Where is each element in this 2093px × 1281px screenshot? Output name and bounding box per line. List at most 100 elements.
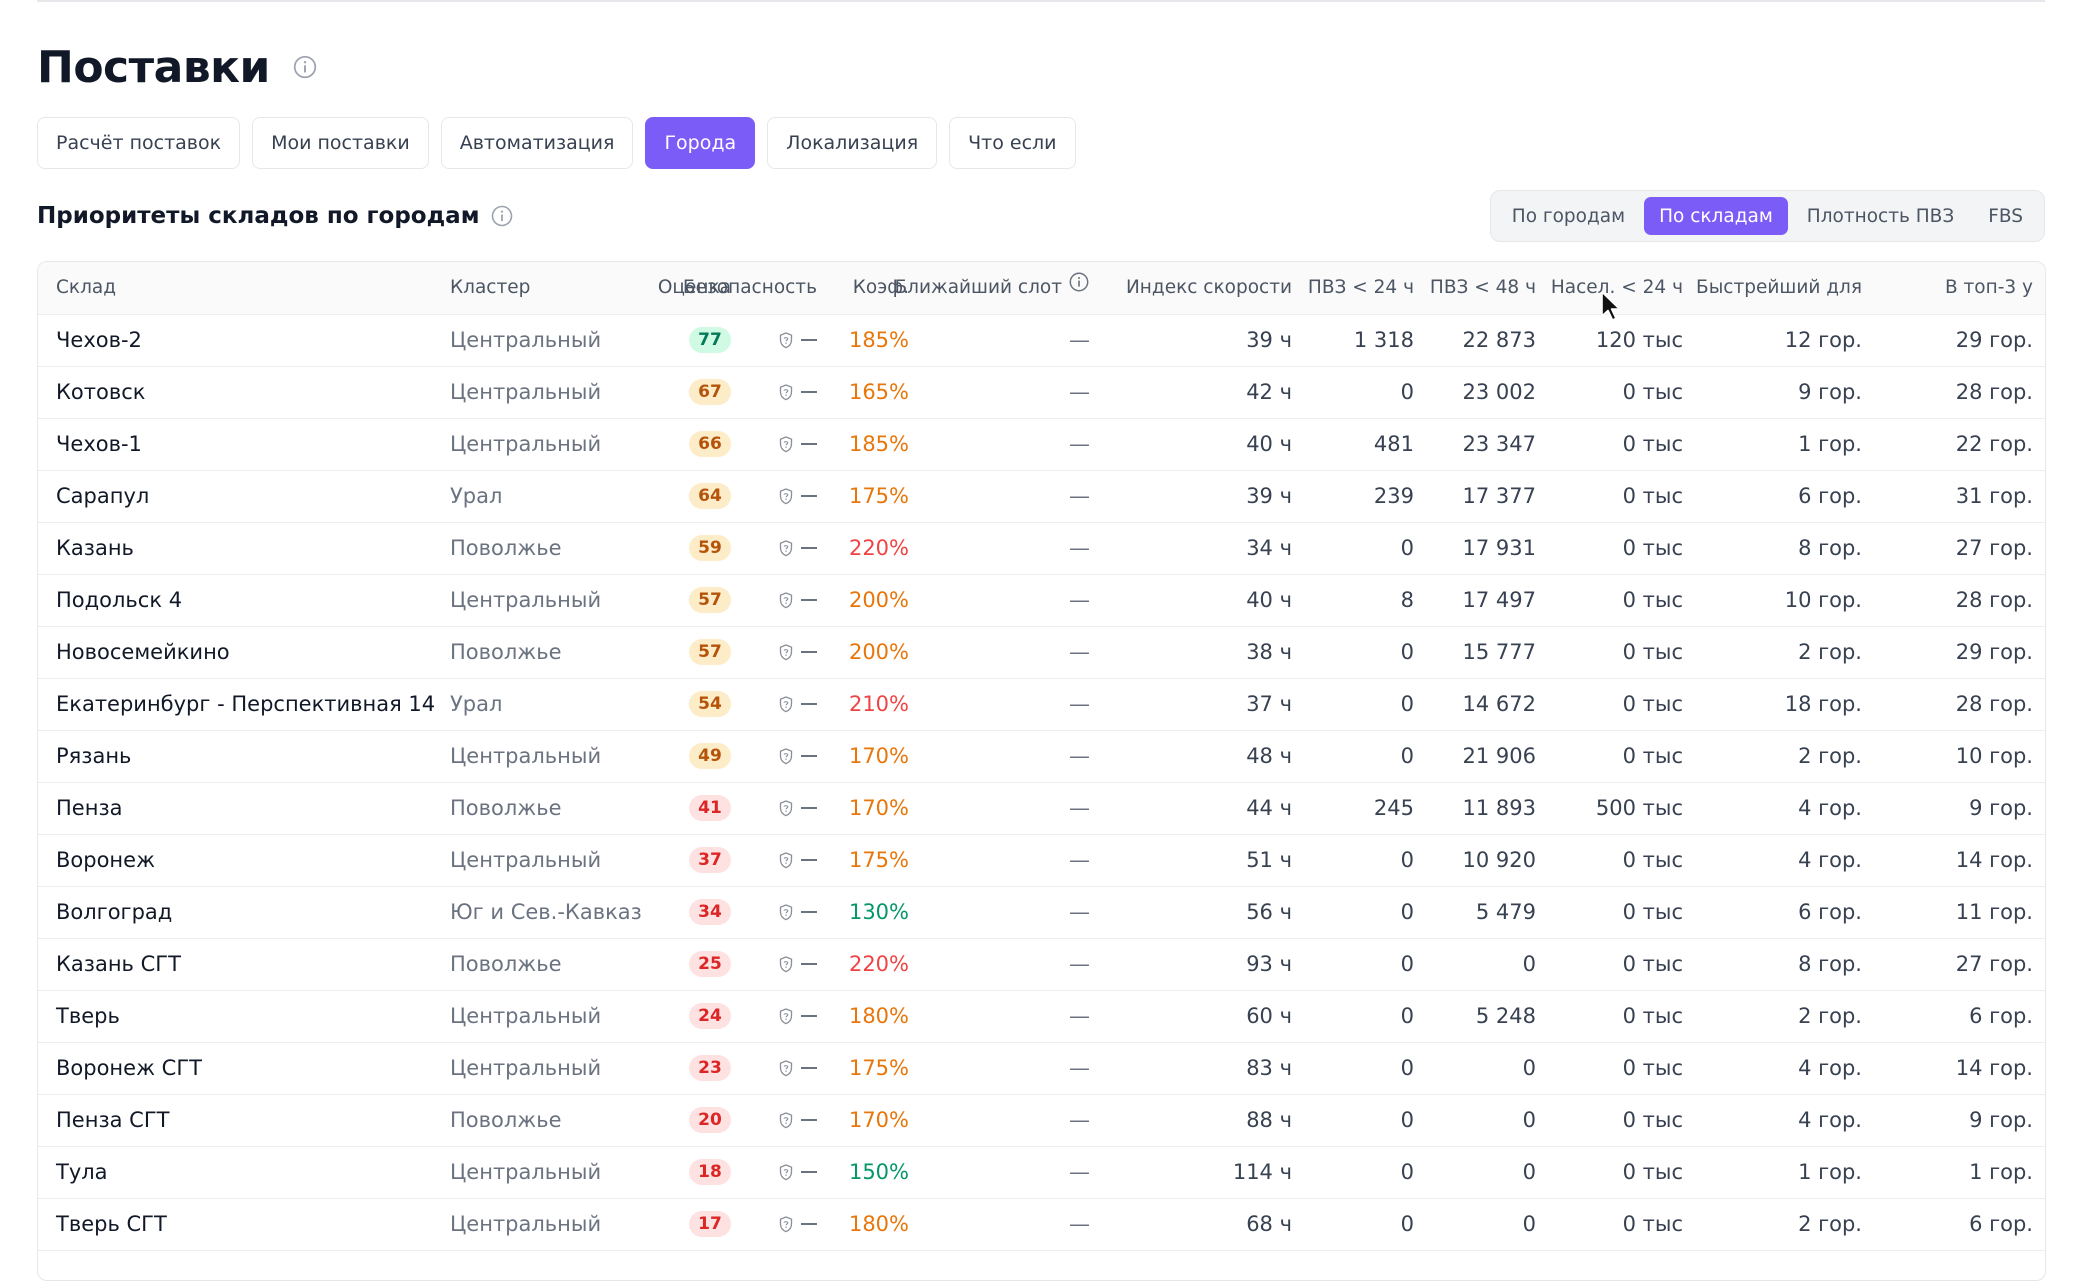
shield-icon <box>779 799 793 817</box>
cell-slot: — <box>1069 1160 1090 1184</box>
cell-pvz24: 0 <box>1400 640 1414 664</box>
cell-slot: — <box>1069 380 1090 404</box>
score-badge: 41 <box>689 795 731 821</box>
table-row[interactable]: Котовск Центральный 67 165% — 42 ч 0 23 002 0 ты… <box>38 366 2045 419</box>
cell-pop24: 0 тыс <box>1622 848 1683 872</box>
security-value-dash <box>801 391 817 393</box>
view-option-3[interactable]: FBS <box>1988 205 2023 227</box>
score-badge: 67 <box>689 379 731 405</box>
cell-top3: 6 гор. <box>1969 1212 2033 1236</box>
cell-coef: 170% <box>848 744 909 768</box>
table-row[interactable]: Чехов-2 Центральный 77 185% — 39 ч 1 318 22 873… <box>38 314 2045 367</box>
table-row[interactable]: Рязань Центральный 49 170% — 48 ч 0 21 906 0 тыс… <box>38 730 2045 783</box>
cell-pop24: 0 тыс <box>1622 900 1683 924</box>
cell-slot: — <box>1069 692 1090 716</box>
cell-pvz24: 245 <box>1373 796 1414 820</box>
tab-5[interactable]: Что если <box>949 117 1076 169</box>
table-row[interactable]: Волгоград Юг и Сев.-Кавказ 34 130% — 56 ч 0 5 4… <box>38 886 2045 939</box>
info-icon[interactable] <box>1068 262 1090 314</box>
tab-2[interactable]: Автоматизация <box>440 117 634 169</box>
security-cell <box>779 418 817 470</box>
info-icon[interactable] <box>292 54 318 80</box>
cell-fastest: 8 гор. <box>1798 536 1862 560</box>
cell-warehouse: Новосемейкино <box>56 640 230 664</box>
table-row[interactable]: Екатеринбург - Перспективная 14 Урал 54 210… <box>38 678 2045 731</box>
table-row[interactable]: Новосемейкино Поволжье 57 200% — 38 ч 0 15 777 0… <box>38 626 2045 679</box>
security-value-dash <box>801 703 817 705</box>
table-row[interactable]: Воронеж Центральный 37 175% — 51 ч 0 10 920 0 ты… <box>38 834 2045 887</box>
cell-pop24: 0 тыс <box>1622 744 1683 768</box>
cell-warehouse: Пенза СГТ <box>56 1108 170 1132</box>
view-option-1[interactable]: По складам <box>1644 197 1788 235</box>
shield-icon <box>779 539 793 557</box>
cell-pvz24: 0 <box>1400 1004 1414 1028</box>
score-badge: 59 <box>689 535 731 561</box>
cell-top3: 28 гор. <box>1955 380 2033 404</box>
column-header-top3[interactable]: В топ-3 у <box>1944 277 2033 298</box>
table-row[interactable]: Тверь СГТ Центральный 17 180% — 68 ч 0 0 0 тыс 2 … <box>38 1198 2045 1251</box>
cell-fastest: 4 гор. <box>1798 848 1862 872</box>
cell-slot: — <box>1069 900 1090 924</box>
security-value-dash <box>801 443 817 445</box>
security-cell <box>779 834 817 886</box>
cell-fastest: 4 гор. <box>1798 1108 1862 1132</box>
column-header-pop24[interactable]: Насел. < 24 ч <box>1550 277 1683 298</box>
table-row[interactable]: Сарапул Урал 64 175% — 39 ч 239 17 377 0 тыс 6 го… <box>38 470 2045 523</box>
cell-slot: — <box>1069 744 1090 768</box>
cell-slot: — <box>1069 1212 1090 1236</box>
title-row: Поставки <box>37 36 318 98</box>
table-row[interactable]: Пенза Поволжье 41 170% — 44 ч 245 11 893 500 тыс… <box>38 782 2045 835</box>
tab-4[interactable]: Локализация <box>767 117 938 169</box>
cell-pop24: 0 тыс <box>1622 484 1683 508</box>
cell-coef: 180% <box>848 1212 909 1236</box>
column-header-speed[interactable]: Индекс скорости <box>1125 277 1292 298</box>
score-badge: 18 <box>689 1159 731 1185</box>
view-option-0[interactable]: По городам <box>1511 205 1626 227</box>
tab-1[interactable]: Мои поставки <box>252 117 429 169</box>
cell-pvz24: 0 <box>1400 692 1414 716</box>
cell-speed: 42 ч <box>1246 380 1292 404</box>
cell-coef: 130% <box>848 900 909 924</box>
cell-pop24: 0 тыс <box>1622 1108 1683 1132</box>
table-row[interactable]: Казань СГТ Поволжье 25 220% — 93 ч 0 0 0 тыс 8 го… <box>38 938 2045 991</box>
column-header-score[interactable]: Оценка <box>657 277 731 298</box>
security-cell <box>779 314 817 366</box>
cell-warehouse: Чехов-1 <box>56 432 142 456</box>
table-row[interactable]: Чехов-1 Центральный 66 185% — 40 ч 481 23 347 0 … <box>38 418 2045 471</box>
security-value-dash <box>801 1171 817 1173</box>
cell-pvz48: 15 777 <box>1462 640 1536 664</box>
security-value-dash <box>801 599 817 601</box>
column-header-pvz48[interactable]: ПВЗ < 48 ч <box>1429 277 1536 298</box>
security-value-dash <box>801 1223 817 1225</box>
table-row[interactable]: Подольск 4 Центральный 57 200% — 40 ч 8 17 497 0… <box>38 574 2045 627</box>
column-header-fastest[interactable]: Быстрейший для <box>1696 277 1862 298</box>
column-header-coef[interactable]: Коэф. <box>852 277 909 298</box>
cell-pvz48: 23 002 <box>1462 380 1536 404</box>
security-cell <box>779 366 817 418</box>
shield-icon <box>779 383 793 401</box>
cell-warehouse: Тверь СГТ <box>56 1212 167 1236</box>
tab-0[interactable]: Расчёт поставок <box>37 117 241 169</box>
table-row[interactable]: Тула Центральный 18 150% — 114 ч 0 0 0 тыс 1 гор.… <box>38 1146 2045 1199</box>
table-row[interactable]: Воронеж СГТ Центральный 23 175% — 83 ч 0 0 0 тыс… <box>38 1042 2045 1095</box>
tab-3[interactable]: Города <box>645 117 756 169</box>
table-row[interactable]: Казань Поволжье 59 220% — 34 ч 0 17 931 0 тыс 8 г… <box>38 522 2045 575</box>
security-cell <box>779 1198 817 1250</box>
table-row[interactable]: Пенза СГТ Поволжье 20 170% — 88 ч 0 0 0 тыс 4 гор… <box>38 1094 2045 1147</box>
column-header-slot[interactable]: Ближайший слот <box>894 262 1090 314</box>
score-badge: 34 <box>689 899 731 925</box>
column-header-warehouse[interactable]: Склад <box>56 277 117 298</box>
security-cell <box>779 938 817 990</box>
score-badge: 66 <box>689 431 731 457</box>
column-header-pvz24[interactable]: ПВЗ < 24 ч <box>1307 277 1414 298</box>
column-header-security[interactable]: Безопасность <box>682 277 817 298</box>
score-badge: 37 <box>689 847 731 873</box>
cell-pop24: 0 тыс <box>1622 380 1683 404</box>
security-value-dash <box>801 911 817 913</box>
table-row[interactable]: Тверь Центральный 24 180% — 60 ч 0 5 248 0 тыс 2 … <box>38 990 2045 1043</box>
view-option-2[interactable]: Плотность ПВЗ <box>1806 205 1955 227</box>
score-badge: 24 <box>689 1003 731 1029</box>
cell-pvz24: 0 <box>1400 1056 1414 1080</box>
info-icon[interactable] <box>490 204 514 228</box>
column-header-cluster[interactable]: Кластер <box>450 277 531 298</box>
